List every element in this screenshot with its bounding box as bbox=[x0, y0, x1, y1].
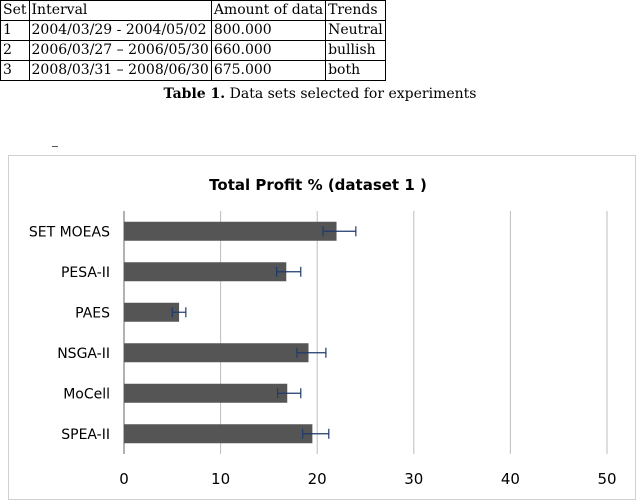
profit-chart: Total Profit % (dataset 1 ) SET MOEAS PES… bbox=[8, 155, 636, 500]
x-tick-label: 10 bbox=[211, 470, 230, 488]
bar bbox=[124, 302, 180, 322]
grid-lines bbox=[123, 211, 608, 454]
header-set: Set bbox=[0, 0, 30, 21]
x-tick-label: 50 bbox=[597, 470, 616, 488]
cell-trend: both bbox=[325, 60, 386, 81]
cell-trend: Neutral bbox=[325, 20, 386, 41]
table-caption-text: Data sets selected for experiments bbox=[225, 86, 477, 102]
header-trends: Trends bbox=[325, 0, 386, 21]
cell-interval: 2006/03/27 – 2006/05/30 bbox=[28, 40, 212, 61]
cell-interval: 2008/03/31 – 2008/06/30 bbox=[28, 60, 212, 81]
cell-amount: 800.000 bbox=[210, 20, 327, 41]
chart-title: Total Profit % (dataset 1 ) bbox=[209, 176, 427, 194]
table-row: 3 2008/03/31 – 2008/06/30 675.000 both bbox=[0, 60, 386, 81]
cell-amount: 660.000 bbox=[210, 40, 327, 61]
bar bbox=[124, 383, 288, 403]
category-label: SPEA-II bbox=[61, 427, 110, 443]
bar bbox=[124, 221, 337, 241]
x-tick-label: 0 bbox=[119, 470, 129, 488]
table-row: 1 2004/03/29 - 2004/05/02 800.000 Neutra… bbox=[0, 20, 386, 41]
x-tick-label: 30 bbox=[404, 470, 423, 488]
stray-dash-mark bbox=[52, 146, 58, 147]
cell-set: 2 bbox=[0, 40, 30, 61]
category-label: PAES bbox=[75, 305, 110, 321]
cell-trend: bullish bbox=[325, 40, 386, 61]
category-label: NSGA-II bbox=[57, 346, 110, 362]
cell-set: 1 bbox=[0, 20, 30, 41]
table-caption-label: Table 1. bbox=[163, 86, 226, 102]
table-caption: Table 1. Data sets selected for experime… bbox=[0, 86, 640, 102]
header-amount: Amount of data bbox=[210, 0, 327, 21]
category-labels: SET MOEAS PESA-II PAES NSGA-II MoCell SPEA-II bbox=[29, 224, 110, 443]
cell-interval: 2004/03/29 - 2004/05/02 bbox=[28, 20, 212, 41]
x-tick-label: 20 bbox=[308, 470, 327, 488]
bar bbox=[124, 424, 313, 444]
cell-set: 3 bbox=[0, 60, 30, 81]
bars bbox=[124, 221, 337, 444]
category-label: MoCell bbox=[63, 386, 110, 402]
bar bbox=[124, 262, 287, 282]
bar bbox=[124, 343, 309, 363]
category-label: PESA-II bbox=[61, 265, 110, 281]
profit-chart-svg: Total Profit % (dataset 1 ) SET MOEAS PES… bbox=[29, 176, 617, 488]
x-tick-labels: 0 10 20 30 40 50 bbox=[119, 470, 616, 488]
cell-amount: 675.000 bbox=[210, 60, 327, 81]
category-label: SET MOEAS bbox=[29, 224, 110, 240]
table-row: 2 2006/03/27 – 2006/05/30 660.000 bullis… bbox=[0, 40, 386, 61]
header-interval: Interval bbox=[28, 0, 212, 21]
table-header-row: Set Interval Amount of data Trends bbox=[0, 0, 386, 21]
error-bars bbox=[171, 226, 357, 439]
x-tick-label: 40 bbox=[501, 470, 520, 488]
datasets-table: Set Interval Amount of data Trends 1 200… bbox=[0, 0, 386, 81]
